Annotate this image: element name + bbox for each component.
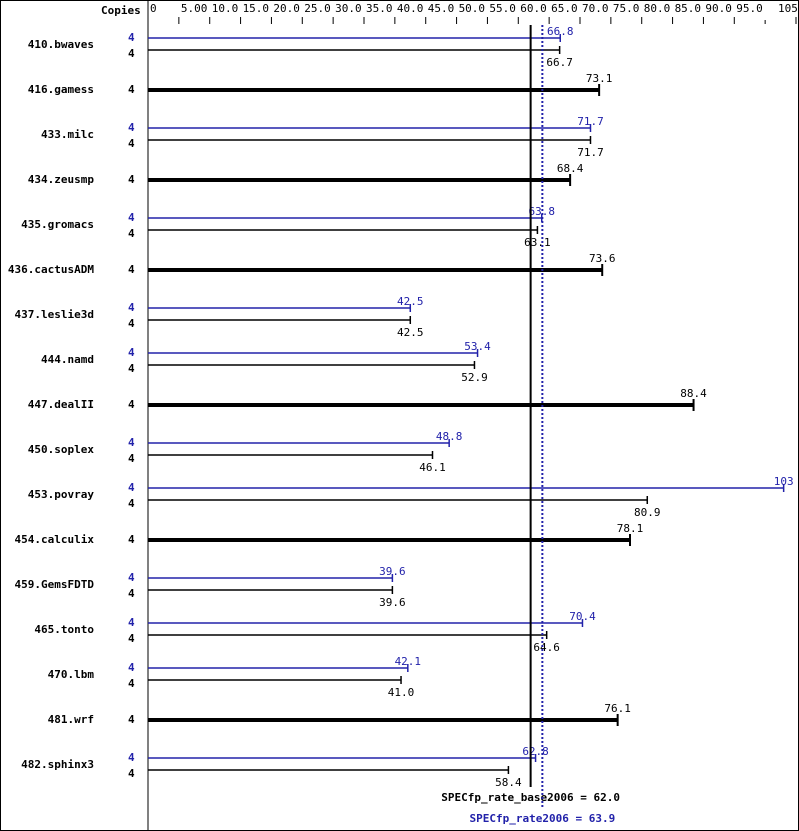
data-label-base: 46.1: [419, 461, 446, 474]
copies-label: 4: [128, 173, 135, 186]
copies-header: Copies: [101, 4, 141, 17]
copies-label-peak: 4: [128, 571, 135, 584]
tick-label: 90.0: [705, 2, 732, 15]
copies-label-peak: 4: [128, 436, 135, 449]
tick-label: 80.0: [644, 2, 671, 15]
data-label-peak: 70.4: [569, 610, 596, 623]
tick-label: 5.00: [181, 2, 208, 15]
copies-label: 4: [128, 713, 135, 726]
benchmark-label: 435.gromacs: [21, 218, 94, 231]
tick-label: 55.0: [489, 2, 516, 15]
data-label-peak: 71.7: [577, 115, 604, 128]
copies-label-base: 4: [128, 47, 135, 60]
copies-label-peak: 4: [128, 481, 135, 494]
copies-label-peak: 4: [128, 31, 135, 44]
benchmark-label: 459.GemsFDTD: [15, 578, 95, 591]
data-label-base: 63.1: [524, 236, 551, 249]
copies-label-peak: 4: [128, 301, 135, 314]
copies-label: 4: [128, 263, 135, 276]
benchmark-label: 465.tonto: [34, 623, 94, 636]
copies-label-base: 4: [128, 677, 135, 690]
benchmark-label: 416.gamess: [28, 83, 94, 96]
benchmark-label: 470.lbm: [48, 668, 95, 681]
data-label-peak: 66.8: [547, 25, 574, 38]
copies-label-peak: 4: [128, 211, 135, 224]
benchmark-label: 437.leslie3d: [15, 308, 94, 321]
data-label-base: 42.5: [397, 326, 424, 339]
copies-label-base: 4: [128, 362, 135, 375]
benchmark-label: 434.zeusmp: [28, 173, 95, 186]
data-label-base: 52.9: [461, 371, 488, 384]
tick-label: 75.0: [613, 2, 640, 15]
benchmark-label: 444.namd: [41, 353, 94, 366]
benchmark-label: 433.milc: [41, 128, 94, 141]
tick-label: 15.0: [243, 2, 269, 15]
copies-label-base: 4: [128, 227, 135, 240]
copies-label-base: 4: [128, 317, 135, 330]
benchmark-label: 481.wrf: [48, 713, 94, 726]
benchmark-label: 482.sphinx3: [21, 758, 94, 771]
copies-label-peak: 4: [128, 616, 135, 629]
data-label-peak: 62.8: [522, 745, 549, 758]
benchmark-label: 447.dealII: [28, 398, 94, 411]
copies-label-peak: 4: [128, 121, 135, 134]
copies-label-peak: 4: [128, 661, 135, 674]
base-mean-label: SPECfp_rate_base2006 = 62.0: [441, 791, 620, 804]
tick-label: 60.0: [520, 2, 547, 15]
copies-label: 4: [128, 533, 135, 546]
copies-label-base: 4: [128, 497, 135, 510]
copies-label-base: 4: [128, 767, 135, 780]
tick-label: 65.0: [551, 2, 578, 15]
tick-label: 45.0: [428, 2, 455, 15]
benchmark-label: 436.cactusADM: [8, 263, 94, 276]
data-label-base: 39.6: [379, 596, 406, 609]
data-label-peak: 42.5: [397, 295, 424, 308]
data-label-base: 64.6: [533, 641, 560, 654]
tick-label: 0: [150, 2, 157, 15]
benchmark-label: 453.povray: [28, 488, 95, 501]
data-label-base: 41.0: [388, 686, 415, 699]
tick-label: 25.0: [304, 2, 331, 15]
tick-label: 10.0: [212, 2, 239, 15]
data-label-peak: 63.8: [528, 205, 555, 218]
data-label: 73.6: [589, 252, 616, 265]
copies-label-base: 4: [128, 452, 135, 465]
tick-label: 85.0: [675, 2, 702, 15]
data-label-base: 66.7: [546, 56, 573, 69]
copies-label-base: 4: [128, 632, 135, 645]
benchmark-label: 450.soplex: [28, 443, 95, 456]
data-label-base: 58.4: [495, 776, 522, 789]
data-label: 88.4: [680, 387, 707, 400]
copies-label-peak: 4: [128, 346, 135, 359]
data-label-base: 71.7: [577, 146, 604, 159]
data-label-peak: 48.8: [436, 430, 463, 443]
tick-label: 50.0: [459, 2, 486, 15]
tick-label: 70.0: [582, 2, 609, 15]
data-label-base: 80.9: [634, 506, 661, 519]
tick-label: 40.0: [397, 2, 424, 15]
data-label-peak: 103: [774, 475, 794, 488]
tick-label: 20.0: [273, 2, 300, 15]
copies-label: 4: [128, 83, 135, 96]
data-label-peak: 42.1: [395, 655, 422, 668]
data-label: 76.1: [604, 702, 631, 715]
copies-label-peak: 4: [128, 751, 135, 764]
tick-label: 105: [778, 2, 798, 15]
tick-label: 35.0: [366, 2, 393, 15]
data-label: 68.4: [557, 162, 584, 175]
copies-label-base: 4: [128, 137, 135, 150]
peak-mean-label: SPECfp_rate2006 = 63.9: [470, 812, 616, 825]
data-label-peak: 53.4: [464, 340, 491, 353]
benchmark-label: 454.calculix: [15, 533, 95, 546]
data-label-peak: 39.6: [379, 565, 406, 578]
tick-label: 30.0: [335, 2, 362, 15]
copies-label: 4: [128, 398, 135, 411]
tick-label: 95.0: [736, 2, 763, 15]
copies-label-base: 4: [128, 587, 135, 600]
data-label: 78.1: [617, 522, 644, 535]
benchmark-label: 410.bwaves: [28, 38, 94, 51]
data-label: 73.1: [586, 72, 613, 85]
